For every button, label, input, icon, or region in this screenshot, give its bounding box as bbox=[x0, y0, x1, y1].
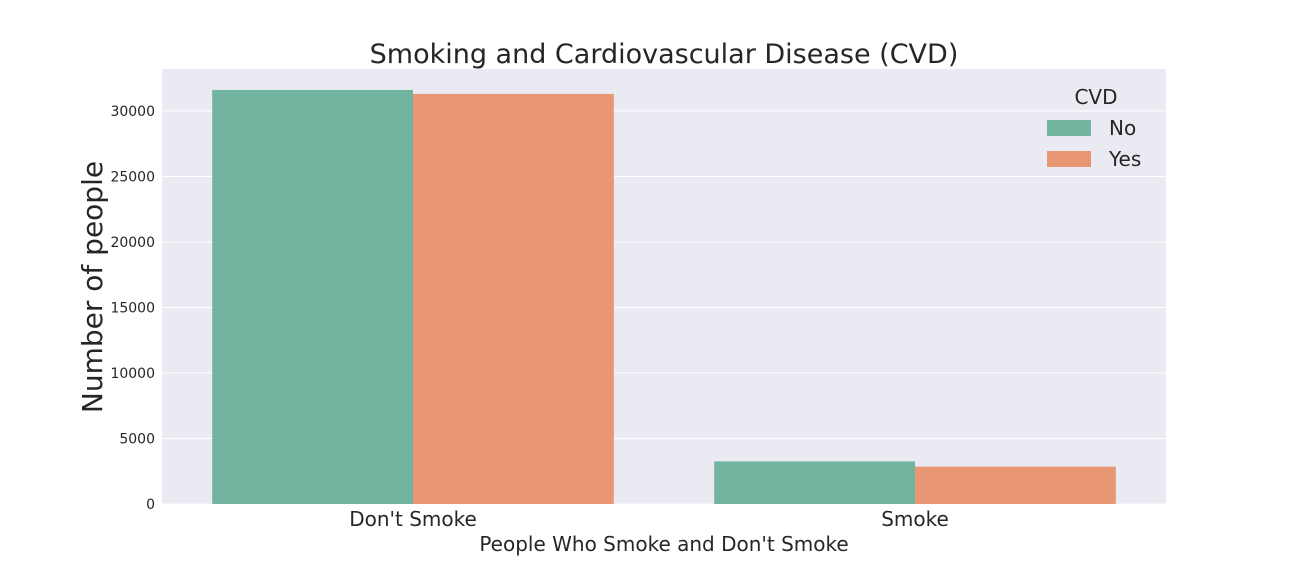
y-tick-label: 0 bbox=[146, 497, 155, 513]
y-tick-label: 10000 bbox=[110, 366, 155, 382]
legend: CVD No Yes bbox=[1047, 85, 1141, 171]
y-tick-label: 30000 bbox=[110, 104, 155, 120]
y-axis-label: Number of people bbox=[76, 161, 109, 413]
legend-items: No Yes bbox=[1047, 116, 1141, 171]
chart-title: Smoking and Cardiovascular Disease (CVD) bbox=[370, 39, 959, 70]
legend-swatch-yes bbox=[1047, 151, 1091, 167]
bar-yes-0 bbox=[413, 93, 614, 504]
x-axis-label: People Who Smoke and Don't Smoke bbox=[479, 532, 848, 556]
legend-title: CVD bbox=[1074, 85, 1117, 109]
legend-label-yes: Yes bbox=[1108, 147, 1141, 171]
bars bbox=[212, 89, 1116, 504]
bar-no-0 bbox=[212, 89, 413, 504]
x-tick-label: Don't Smoke bbox=[349, 507, 477, 531]
x-tick-label: Smoke bbox=[881, 507, 949, 531]
x-axis-ticks: Don't Smoke Smoke bbox=[349, 507, 949, 531]
y-axis-ticks: 0 5000 10000 15000 20000 25000 30000 bbox=[110, 104, 155, 513]
legend-swatch-no bbox=[1047, 120, 1091, 136]
legend-label-no: No bbox=[1109, 116, 1136, 140]
y-tick-label: 25000 bbox=[110, 169, 155, 185]
y-tick-label: 15000 bbox=[110, 300, 155, 316]
bar-yes-1 bbox=[915, 466, 1116, 504]
y-tick-label: 5000 bbox=[119, 431, 155, 447]
y-tick-label: 20000 bbox=[110, 235, 155, 251]
bar-no-1 bbox=[714, 461, 915, 504]
